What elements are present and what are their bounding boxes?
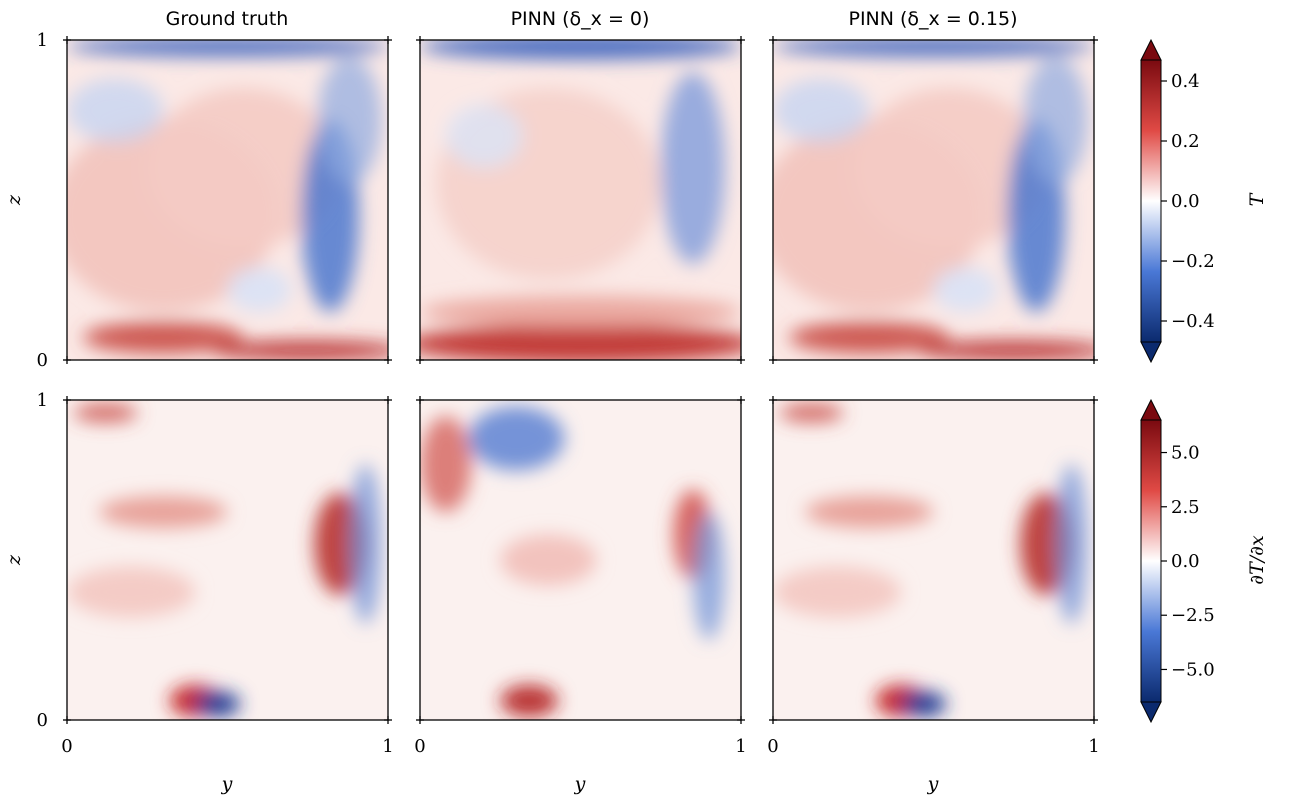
- colorbar-t: 0.4 0.2 0.0 −0.2 −0.4: [1140, 38, 1215, 364]
- field-feature-2: [420, 324, 741, 360]
- col2-xtick-1: 1: [735, 736, 746, 757]
- heatmap-dtdx-pinn-dx-015: [769, 396, 1098, 724]
- field-feature-1: [853, 88, 1046, 248]
- field-feature-5: [500, 534, 597, 586]
- field-feature-4: [773, 78, 870, 143]
- colorbar-extend-max: [1140, 38, 1162, 61]
- col3-xlabel: y: [927, 773, 939, 795]
- field-feature-7: [917, 340, 1094, 360]
- panel-frame: [419, 399, 742, 721]
- field-feature-0: [468, 406, 565, 471]
- heatmap-t-pinn-dx-015: [769, 36, 1098, 364]
- panel-frame: [772, 399, 1095, 721]
- row1-ylabel: z: [3, 194, 25, 206]
- row2-ylabel: z: [3, 554, 25, 566]
- col1-xtick-0: 0: [61, 736, 72, 757]
- panel-frame: [419, 39, 742, 361]
- field-feature-5: [933, 267, 998, 312]
- field-feature-4: [67, 78, 164, 143]
- col1-xlabel: y: [221, 773, 233, 795]
- field-feature-3: [195, 691, 241, 717]
- field-feature-1: [660, 72, 725, 264]
- colorbar-tick-label: −0.4: [1171, 311, 1215, 332]
- field-feature-4: [420, 40, 741, 60]
- colorbar-body: [1140, 419, 1162, 703]
- col1-xtick-1: 1: [382, 736, 393, 757]
- panel-frame: [66, 39, 389, 361]
- heatmap-t-pinn-dx-0: [416, 36, 745, 364]
- colorbar-tick-label: 2.5: [1171, 497, 1200, 518]
- field-feature-6: [83, 321, 244, 354]
- field-feature-3: [1023, 56, 1088, 184]
- field-feature-6: [73, 403, 138, 423]
- field-feature-5: [773, 566, 902, 618]
- field-feature-6: [779, 403, 844, 423]
- col3-xtick-1: 1: [1088, 736, 1099, 757]
- field-feature-4: [1055, 464, 1088, 624]
- col3-xtick-0: 0: [767, 736, 778, 757]
- colorbar-tick-label: −5.0: [1171, 659, 1215, 680]
- panel-frame: [66, 399, 389, 721]
- field-feature-8: [67, 40, 388, 56]
- colorbar-extend-min: [1140, 701, 1162, 724]
- field-feature-3: [317, 56, 382, 184]
- col2-xlabel: y: [574, 773, 586, 795]
- row1-ytick-1: 1: [37, 30, 48, 51]
- field-feature-1: [147, 88, 340, 248]
- colorbar-tick-label: 0.0: [1171, 191, 1200, 212]
- colorbar-extend-min: [1140, 341, 1162, 364]
- field-feature-4: [349, 464, 382, 624]
- row1-ytick-0: 0: [37, 350, 48, 371]
- heatmap-t-ground-truth: [63, 36, 392, 364]
- colorbar-tick-label: 0.4: [1171, 71, 1200, 92]
- field-feature-3: [420, 296, 741, 328]
- field-feature-1: [99, 496, 228, 528]
- colorbar-body: [1140, 59, 1162, 343]
- field-feature-1: [805, 496, 934, 528]
- row2-ytick-0: 0: [37, 710, 48, 731]
- heatmap-dtdx-pinn-dx-0: [416, 396, 745, 724]
- field-feature-8: [773, 40, 1094, 56]
- field-feature-1: [420, 416, 472, 512]
- colorbar-tick-label: 0.2: [1171, 131, 1200, 152]
- field-feature-4: [692, 512, 725, 640]
- colorbar-tick-label: −2.5: [1171, 605, 1215, 626]
- col2-xtick-0: 0: [414, 736, 425, 757]
- colorbar-t-label: T: [1246, 192, 1268, 206]
- colorbar-dtdx-label: ∂T/∂x: [1246, 535, 1268, 585]
- heatmap-dtdx-ground-truth: [63, 396, 392, 724]
- field-feature-3: [500, 684, 559, 717]
- colorbar-tick-label: −0.2: [1171, 251, 1215, 272]
- title-pinn-dx-0: PINN (δ_x = 0): [511, 8, 650, 30]
- colorbar-extend-max: [1140, 398, 1162, 421]
- field-feature-5: [445, 104, 523, 168]
- colorbar-tick-label: 5.0: [1171, 443, 1200, 464]
- field-feature-7: [211, 340, 388, 360]
- colorbar-tick-label: 0.0: [1171, 551, 1200, 572]
- title-pinn-dx-015: PINN (δ_x = 0.15): [848, 8, 1017, 30]
- field-feature-3: [901, 691, 947, 717]
- row2-ytick-1: 1: [37, 390, 48, 411]
- field-feature-5: [227, 267, 292, 312]
- field-feature-5: [67, 566, 196, 618]
- colorbar-dtdx: 5.0 2.5 0.0 −2.5 −5.0: [1140, 398, 1215, 724]
- title-ground-truth: Ground truth: [166, 8, 289, 30]
- panel-frame: [772, 39, 1095, 361]
- field-feature-6: [789, 321, 950, 354]
